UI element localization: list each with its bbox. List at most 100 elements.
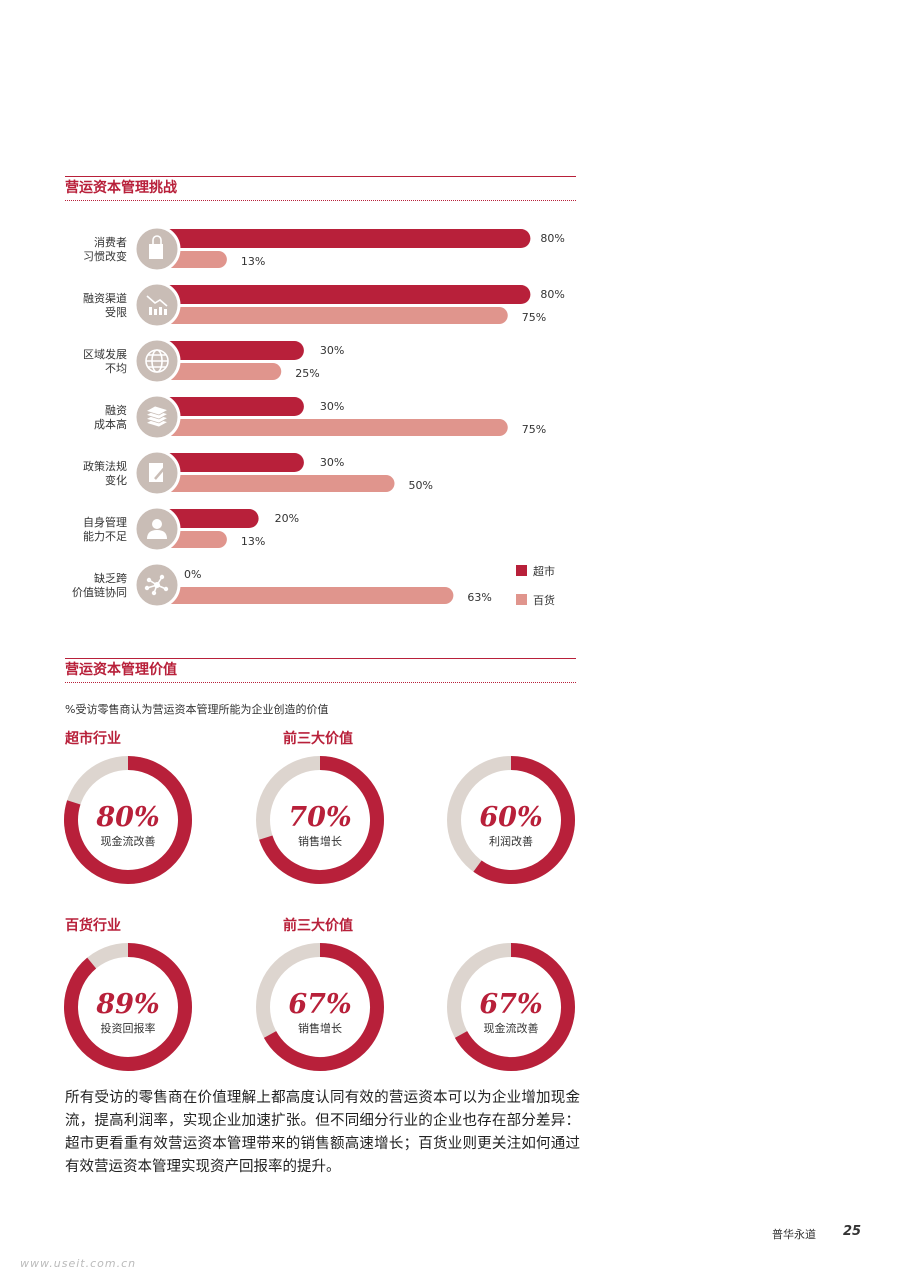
- bar-supermarket: [158, 229, 531, 248]
- bar-supermarket: [158, 285, 531, 304]
- donut-label: 销售增长: [298, 1021, 342, 1035]
- category-label: 融资: [105, 404, 127, 417]
- watermark: www.useit.com.cn: [20, 1257, 137, 1270]
- bar-department: [158, 419, 508, 436]
- donut-percent: 67%: [479, 989, 542, 1020]
- donut-chart: 67%销售增长: [256, 943, 384, 1071]
- value-label-supermarket: 80%: [540, 288, 564, 301]
- value-label-department: 75%: [522, 423, 546, 436]
- page-number: 25: [843, 1224, 862, 1239]
- section-title: 营运资本管理挑战: [65, 180, 177, 196]
- category-label: 变化: [105, 473, 127, 487]
- money-stack-icon-glyph: [144, 405, 170, 428]
- donut-percent: 60%: [479, 802, 542, 833]
- legend-label: 超市: [533, 564, 555, 578]
- bar-supermarket: [158, 397, 304, 416]
- value-label-department: 13%: [241, 535, 265, 548]
- value-label-department: 50%: [409, 479, 433, 492]
- category-label: 缺乏跨: [94, 571, 127, 585]
- donut-percent: 67%: [288, 989, 351, 1020]
- donut-slice: [454, 943, 575, 1071]
- donut-label: 利润改善: [489, 834, 533, 848]
- footer-brand: 普华永道: [772, 1228, 816, 1241]
- category-label: 区域发展: [83, 347, 127, 361]
- category-label: 受限: [105, 306, 127, 319]
- value-label-supermarket: 80%: [540, 232, 564, 245]
- bar-supermarket: [158, 453, 304, 472]
- network-icon-glyph: [144, 574, 169, 596]
- dotted-rule: [65, 200, 576, 201]
- value-label-supermarket: 30%: [320, 400, 344, 413]
- person-icon-glyph: [147, 519, 167, 539]
- donut-chart: 89%投资回报率: [64, 943, 192, 1071]
- bar-department: [158, 307, 508, 324]
- declining-chart-icon-glyph: [146, 295, 168, 315]
- donut-chart: 80%现金流改善: [64, 756, 192, 884]
- bar-department: [158, 587, 454, 604]
- donut-percent: 80%: [95, 802, 159, 833]
- bar-department: [158, 363, 282, 380]
- category-label: 能力不足: [83, 529, 127, 543]
- challenges-bar-chart: 消费者习惯改变80%13%融资渠道受限80%75%区域发展不均30%25%融资成…: [72, 225, 565, 609]
- donut-slice: [473, 756, 575, 884]
- category-label: 消费者: [94, 235, 127, 249]
- value-label-department: 63%: [467, 591, 491, 604]
- category-label: 自身管理: [83, 515, 127, 529]
- section-challenges-header: 营运资本管理挑战: [65, 176, 576, 201]
- value-label-department: 75%: [522, 311, 546, 324]
- category-label: 融资渠道: [83, 291, 127, 305]
- donut-label: 现金流改善: [101, 834, 156, 848]
- donut-slice: [64, 943, 192, 1071]
- bar-supermarket: [158, 509, 259, 528]
- value-label-supermarket: 30%: [320, 456, 344, 469]
- bar-supermarket: [158, 341, 304, 360]
- section-rule: [65, 658, 576, 659]
- donut-label: 现金流改善: [484, 1021, 539, 1035]
- section-rule: [65, 176, 576, 177]
- category-label: 习惯改变: [83, 249, 127, 263]
- value-label-department: 13%: [241, 255, 265, 268]
- department-group-title: 百货行业: [65, 918, 121, 934]
- bar-department: [158, 475, 395, 492]
- body-paragraph: 所有受访的零售商在价值理解上都高度认同有效的营运资本可以为企业增加现金流，提高利…: [65, 1090, 580, 1175]
- globe-icon-glyph: [145, 349, 169, 373]
- donut-slice: [259, 756, 384, 884]
- donut-chart: 60%利润改善: [447, 756, 575, 884]
- donut-slice: [64, 756, 192, 884]
- supermarket-top3-title: 前三大价值: [283, 731, 353, 747]
- declining-chart-icon: [133, 281, 181, 329]
- category-label: 成本高: [94, 417, 127, 431]
- donut-slice: [263, 943, 384, 1071]
- value-label-supermarket: 30%: [320, 344, 344, 357]
- value-label-supermarket: 20%: [275, 512, 299, 525]
- section-value-header: 营运资本管理价值: [65, 658, 576, 683]
- document-pen-icon-glyph: [149, 463, 168, 482]
- donut-label: 投资回报率: [101, 1021, 156, 1035]
- donut-percent: 89%: [95, 989, 159, 1020]
- donut-chart: 70%销售增长: [256, 756, 384, 884]
- supermarket-group-title: 超市行业: [65, 731, 121, 747]
- legend-swatch: [516, 565, 527, 576]
- category-label: 不均: [105, 362, 127, 375]
- value-label-supermarket: 0%: [184, 568, 201, 581]
- value-subtitle: %受访零售商认为营运资本管理所能为企业创造的价值: [65, 703, 329, 716]
- department-top3-title: 前三大价值: [283, 918, 353, 934]
- shopping-bag-icon-glyph: [149, 235, 163, 259]
- legend-swatch: [516, 594, 527, 605]
- section-title: 营运资本管理价值: [65, 662, 177, 678]
- donut-percent: 70%: [288, 802, 351, 833]
- category-label: 价值链协同: [72, 585, 127, 599]
- donut-chart: 67%现金流改善: [447, 943, 575, 1071]
- donut-label: 销售增长: [298, 834, 342, 848]
- value-label-department: 25%: [295, 367, 319, 380]
- dotted-rule: [65, 682, 576, 683]
- legend-label: 百货: [533, 593, 555, 607]
- category-label: 政策法规: [83, 459, 127, 473]
